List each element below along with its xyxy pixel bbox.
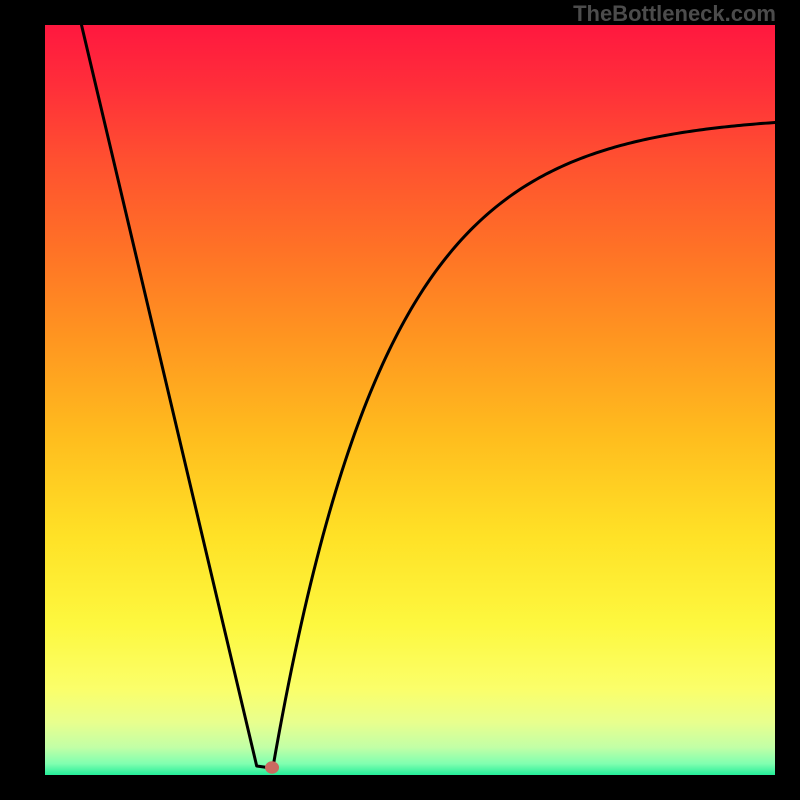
chart-root: TheBottleneck.com	[0, 0, 800, 800]
optimum-marker	[265, 761, 279, 773]
plot-background	[45, 25, 775, 775]
watermark-text: TheBottleneck.com	[573, 1, 776, 27]
chart-svg	[0, 0, 800, 800]
